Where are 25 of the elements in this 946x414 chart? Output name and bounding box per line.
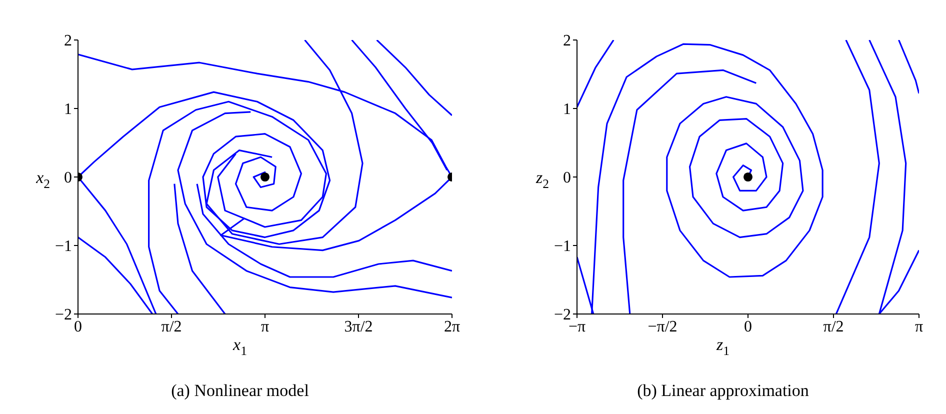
y-axis-title: x$_{2}$	[35, 168, 50, 191]
y-tick-label: 2	[64, 32, 72, 50]
y-tick-label: −1	[554, 238, 571, 256]
y-tick-label: −2	[54, 306, 72, 324]
x-tick-label: π	[914, 318, 924, 336]
x-tick-label: 2π	[444, 318, 460, 336]
y-tick-label: 1	[563, 101, 571, 118]
y-tick-label: 1	[64, 101, 72, 118]
y-tick-label: 2	[563, 32, 571, 50]
y-tick-label: 0	[64, 170, 72, 187]
x-tick-label: π/2	[161, 318, 182, 336]
x-tick-label: −π	[568, 318, 586, 336]
y-tick-label: −1	[54, 238, 72, 256]
x-tick-label: π	[260, 318, 270, 336]
x-axis-title: z$_{1}$	[716, 335, 730, 358]
x-tick-label: 3π/2	[344, 318, 373, 336]
x-tick-label: 0	[744, 318, 752, 336]
text: (a) Nonlinear model	[170, 381, 310, 401]
x-axis-title: x$_{1}$	[232, 335, 247, 358]
y-axis-title: z$_{2}$	[535, 168, 549, 191]
y-tick-label: −2	[554, 306, 571, 324]
y-tick-label: 0	[563, 170, 571, 187]
x-tick-label: π/2	[823, 318, 844, 336]
x-tick-label: −π/2	[648, 318, 678, 336]
text: (b) Linear approximation	[636, 381, 810, 401]
